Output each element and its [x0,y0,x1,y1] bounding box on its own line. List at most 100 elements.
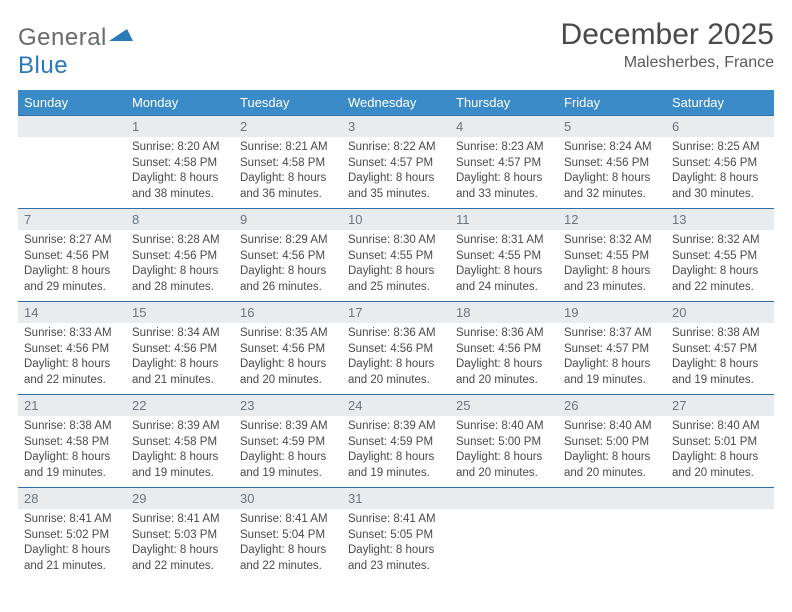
sunrise-line: Sunrise: 8:29 AM [240,233,336,249]
logo-word2: Blue [18,52,68,79]
logo: General Blue [18,18,133,80]
daylight-line: Daylight: 8 hours and 20 minutes. [672,450,768,481]
weekday-header: Friday [558,90,666,116]
daylight-line: Daylight: 8 hours and 30 minutes. [672,171,768,202]
sunrise-line: Sunrise: 8:32 AM [564,233,660,249]
daynum-row: 14151617181920 [18,302,774,324]
day-number-cell: 10 [342,209,450,231]
daylight-line: Daylight: 8 hours and 29 minutes. [24,264,120,295]
sunset-line: Sunset: 5:00 PM [564,435,660,451]
sunrise-line: Sunrise: 8:41 AM [24,512,120,528]
day-number-cell: 25 [450,395,558,417]
day-content-cell: Sunrise: 8:41 AMSunset: 5:03 PMDaylight:… [126,509,234,580]
content-row: Sunrise: 8:20 AMSunset: 4:58 PMDaylight:… [18,137,774,209]
day-content-cell: Sunrise: 8:41 AMSunset: 5:02 PMDaylight:… [18,509,126,580]
sunset-line: Sunset: 5:03 PM [132,528,228,544]
calendar-table: SundayMondayTuesdayWednesdayThursdayFrid… [18,90,774,580]
sunset-line: Sunset: 4:57 PM [564,342,660,358]
day-number-cell: 8 [126,209,234,231]
day-number-cell: 22 [126,395,234,417]
sunrise-line: Sunrise: 8:36 AM [348,326,444,342]
weekday-header: Wednesday [342,90,450,116]
day-content-cell: Sunrise: 8:37 AMSunset: 4:57 PMDaylight:… [558,323,666,395]
day-content-cell: Sunrise: 8:40 AMSunset: 5:01 PMDaylight:… [666,416,774,488]
sunrise-line: Sunrise: 8:21 AM [240,140,336,156]
sunset-line: Sunset: 4:57 PM [672,342,768,358]
day-number-cell: 4 [450,116,558,138]
sunset-line: Sunset: 4:56 PM [672,156,768,172]
sunset-line: Sunset: 5:04 PM [240,528,336,544]
day-number-cell [450,488,558,510]
day-content-cell: Sunrise: 8:40 AMSunset: 5:00 PMDaylight:… [558,416,666,488]
sunrise-line: Sunrise: 8:30 AM [348,233,444,249]
day-number-cell [18,116,126,138]
day-content-cell: Sunrise: 8:27 AMSunset: 4:56 PMDaylight:… [18,230,126,302]
day-content-cell: Sunrise: 8:39 AMSunset: 4:58 PMDaylight:… [126,416,234,488]
day-number-cell: 1 [126,116,234,138]
sunset-line: Sunset: 4:57 PM [456,156,552,172]
sunrise-line: Sunrise: 8:33 AM [24,326,120,342]
sunrise-line: Sunrise: 8:39 AM [348,419,444,435]
day-content-cell [558,509,666,580]
day-content-cell [18,137,126,209]
daylight-line: Daylight: 8 hours and 35 minutes. [348,171,444,202]
daylight-line: Daylight: 8 hours and 26 minutes. [240,264,336,295]
day-content-cell: Sunrise: 8:36 AMSunset: 4:56 PMDaylight:… [450,323,558,395]
sunset-line: Sunset: 4:55 PM [672,249,768,265]
sunset-line: Sunset: 4:56 PM [132,342,228,358]
daylight-line: Daylight: 8 hours and 32 minutes. [564,171,660,202]
day-number-cell: 6 [666,116,774,138]
sunrise-line: Sunrise: 8:22 AM [348,140,444,156]
day-number-cell: 13 [666,209,774,231]
day-number-cell: 23 [234,395,342,417]
day-content-cell: Sunrise: 8:40 AMSunset: 5:00 PMDaylight:… [450,416,558,488]
sunrise-line: Sunrise: 8:31 AM [456,233,552,249]
content-row: Sunrise: 8:33 AM Sunset: 4:56 PM Daylight:… [18,323,774,395]
weekday-header: Tuesday [234,90,342,116]
weekday-header: Sunday [18,90,126,116]
sunset-line: Sunset: 4:58 PM [132,156,228,172]
day-content-cell: Sunrise: 8:35 AMSunset: 4:56 PMDaylight:… [234,323,342,395]
sunrise-line: Sunrise: 8:35 AM [240,326,336,342]
day-number-cell: 29 [126,488,234,510]
day-number-cell: 11 [450,209,558,231]
day-content-cell: Sunrise: 8:39 AMSunset: 4:59 PMDaylight:… [234,416,342,488]
sunrise-line: Sunrise: 8:28 AM [132,233,228,249]
weekday-header: Saturday [666,90,774,116]
day-content-cell: Sunrise: 8:38 AMSunset: 4:58 PMDaylight:… [18,416,126,488]
daylight-line: Daylight: 8 hours and 19 minutes. [240,450,336,481]
logo-word1: General [18,24,107,51]
header: General Blue December 2025 Malesherbes, … [18,18,774,80]
daylight-line: Daylight: 8 hours and 28 minutes. [132,264,228,295]
sunrise-line: Sunrise: 8:40 AM [564,419,660,435]
daylight-line: Daylight: 8 hours and 22 minutes. [240,543,336,574]
day-content-cell: Sunrise: 8:41 AMSunset: 5:04 PMDaylight:… [234,509,342,580]
sunrise-line: Sunrise: 8:20 AM [132,140,228,156]
day-content-cell: Sunrise: 8:21 AMSunset: 4:58 PMDaylight:… [234,137,342,209]
title-block: December 2025 Malesherbes, France [561,18,774,72]
day-content-cell: Sunrise: 8:31 AMSunset: 4:55 PMDaylight:… [450,230,558,302]
sunset-line: Sunset: 4:58 PM [240,156,336,172]
weekday-header-row: SundayMondayTuesdayWednesdayThursdayFrid… [18,90,774,116]
day-content-cell: Sunrise: 8:39 AMSunset: 4:59 PMDaylight:… [342,416,450,488]
daylight-line: Daylight: 8 hours and 19 minutes. [564,357,660,388]
day-number-cell: 27 [666,395,774,417]
day-content-cell: Sunrise: 8:30 AMSunset: 4:55 PMDaylight:… [342,230,450,302]
daylight-line: Daylight: 8 hours and 19 minutes. [132,450,228,481]
day-content-cell: Sunrise: 8:24 AMSunset: 4:56 PMDaylight:… [558,137,666,209]
content-row: Sunrise: 8:27 AMSunset: 4:56 PMDaylight:… [18,230,774,302]
sunrise-line: Sunrise: 8:34 AM [132,326,228,342]
sunset-line: Sunset: 5:01 PM [672,435,768,451]
sunset-line: Sunset: 4:55 PM [348,249,444,265]
day-number-cell: 9 [234,209,342,231]
day-content-cell: Sunrise: 8:29 AMSunset: 4:56 PMDaylight:… [234,230,342,302]
daylight-line: Daylight: 8 hours and 25 minutes. [348,264,444,295]
logo-triangle-icon [109,27,133,45]
day-number-cell: 3 [342,116,450,138]
daylight-line: Daylight: 8 hours and 19 minutes. [348,450,444,481]
sunset-line: Sunset: 4:58 PM [24,435,120,451]
day-number-cell: 31 [342,488,450,510]
day-content-cell: Sunrise: 8:23 AMSunset: 4:57 PMDaylight:… [450,137,558,209]
sunset-line: Sunset: 5:02 PM [24,528,120,544]
day-content-cell: Sunrise: 8:34 AMSunset: 4:56 PMDaylight:… [126,323,234,395]
